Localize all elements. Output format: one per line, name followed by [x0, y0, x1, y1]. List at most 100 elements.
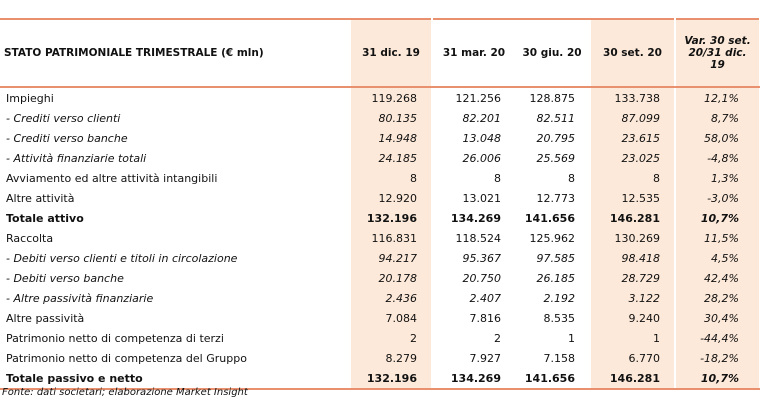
- cell: 28.729: [589, 268, 676, 288]
- cell: 7.816: [469, 311, 502, 325]
- row-label: Avviamento ed altre attività intangibili: [6, 171, 218, 185]
- cell: 8.279: [349, 348, 433, 368]
- table-row: Raccolta 116.831 118.524 125.962 130.269 11,5…: [0, 228, 760, 248]
- cell: 58,0%: [674, 128, 760, 148]
- cell: 8: [589, 168, 676, 188]
- cell: 132.196: [349, 368, 433, 390]
- cell: 134.269: [432, 368, 515, 390]
- cell: 24.185: [349, 148, 433, 168]
- cell: 8.535: [543, 311, 576, 325]
- header-cell: 30 giu. 20: [515, 18, 590, 88]
- cell: 1: [589, 328, 676, 348]
- row-label: Patrimonio netto di competenza di terzi: [6, 331, 224, 345]
- table-row: - Debiti verso banche 20.178 20.750 26.185 2…: [0, 268, 760, 288]
- cell: 23.025: [589, 148, 676, 168]
- cell: 2.407: [469, 291, 502, 305]
- cell: 2.436: [349, 288, 433, 308]
- row-label: - Altre passività finanziarie: [6, 291, 154, 305]
- row-label: - Crediti verso clienti: [6, 111, 121, 125]
- cell: 2: [349, 328, 433, 348]
- cell: 128.875: [529, 91, 576, 105]
- row-label: Raccolta: [6, 231, 54, 245]
- cell: 3.122: [589, 288, 676, 308]
- table-row: - Altre passività finanziarie 2.436 2.407 2…: [0, 288, 760, 308]
- table-row: Totale attivo 132.196 134.269 141.656 146.28…: [0, 208, 760, 228]
- cell: 8,7%: [674, 108, 760, 128]
- cell: 146.281: [589, 208, 676, 228]
- row-label: Totale attivo: [6, 211, 84, 225]
- cell: 7.927: [469, 351, 502, 365]
- cell: 82.201: [462, 111, 502, 125]
- cell: 11,5%: [674, 228, 760, 248]
- cell: -44,4%: [674, 328, 760, 348]
- cell: 130.269: [589, 228, 676, 248]
- cell: 134.269: [450, 211, 501, 225]
- cell: 13.021: [462, 191, 502, 205]
- cell: 8: [494, 171, 501, 185]
- cell: 20.178: [349, 268, 433, 288]
- row-label: Patrimonio netto di competenza del Grupp…: [6, 351, 247, 365]
- cell: 23.615: [589, 128, 676, 148]
- table-row: Avviamento ed altre attività intangibili…: [0, 168, 760, 188]
- cell: 26.006: [462, 151, 502, 165]
- row-label: Totale passivo e netto: [0, 368, 350, 390]
- cell: 8: [349, 168, 433, 188]
- cell: 97.585: [536, 251, 576, 265]
- cell: 6.770: [589, 348, 676, 368]
- table-row: Patrimonio netto di competenza di terzi 2…: [0, 328, 760, 348]
- cell: 14.948: [349, 128, 433, 148]
- cell: 12.773: [536, 191, 576, 205]
- cell: 13.048: [462, 131, 502, 145]
- cell: 82.511: [536, 111, 576, 125]
- row-label: - Debiti verso banche: [6, 271, 124, 285]
- cell: 9.240: [589, 308, 676, 328]
- cell: 1,3%: [674, 168, 760, 188]
- row-label: Impieghi: [6, 91, 54, 105]
- cell: 7.158: [543, 351, 576, 365]
- cell: -3,0%: [674, 188, 760, 208]
- table-row: Altre attività 12.920 13.021 12.773 12.535 -3…: [0, 188, 760, 208]
- cell: 30,4%: [674, 308, 760, 328]
- cell: 42,4%: [674, 268, 760, 288]
- header-cell: 31 dic. 19: [349, 18, 433, 88]
- cell: 2: [494, 331, 501, 345]
- table-row: - Attività finanziarie totali 24.185 26.00…: [0, 148, 760, 168]
- header-row: STATO PATRIMONIALE TRIMESTRALE (€ mln) 31…: [0, 18, 760, 88]
- table-row: Altre passività 7.084 7.816 8.535 9.240 30,4%: [0, 308, 760, 328]
- cell: 80.135: [349, 108, 433, 128]
- cell: 1: [568, 331, 575, 345]
- cell: 26.185: [536, 271, 576, 285]
- cell: 20.795: [536, 131, 576, 145]
- table-row: Patrimonio netto di competenza del Grupp…: [0, 348, 760, 368]
- cell: 95.367: [462, 251, 502, 265]
- cell: -4,8%: [674, 148, 760, 168]
- cell: -18,2%: [674, 348, 760, 368]
- cell: 12.535: [589, 188, 676, 208]
- cell: 121.256: [455, 91, 502, 105]
- row-label: - Debiti verso clienti e titoli in circo…: [6, 251, 238, 265]
- table-row: Totale passivo e netto 132.196 134.269 141.…: [0, 368, 760, 390]
- cell: 146.281: [589, 368, 676, 390]
- cell: 10,7%: [674, 368, 760, 390]
- table-row: - Crediti verso clienti 80.135 82.201 82.51…: [0, 108, 760, 128]
- header-cell: 31 mar. 20: [432, 18, 515, 88]
- cell: 7.084: [349, 308, 433, 328]
- row-label: - Attività finanziarie totali: [6, 151, 147, 165]
- cell: 132.196: [349, 208, 433, 228]
- row-label: - Crediti verso banche: [6, 131, 128, 145]
- cell: 133.738: [589, 87, 676, 108]
- table-row: Impieghi 119.268 121.256 128.875 133.738 12,1…: [0, 87, 760, 108]
- header-cell: STATO PATRIMONIALE TRIMESTRALE (€ mln): [0, 18, 350, 88]
- balance-table: STATO PATRIMONIALE TRIMESTRALE (€ mln) 31…: [0, 18, 760, 390]
- cell: 12.920: [349, 188, 433, 208]
- cell: 10,7%: [674, 208, 760, 228]
- header-cell: 30 set. 20: [589, 18, 676, 88]
- table-row: - Crediti verso banche 14.948 13.048 20.795…: [0, 128, 760, 148]
- cell: 98.418: [589, 248, 676, 268]
- cell: 116.831: [349, 228, 433, 248]
- cell: 141.656: [515, 368, 590, 390]
- header-cell: Var. 30 set. 20/31 dic. 19: [674, 18, 760, 88]
- cell: 4,5%: [674, 248, 760, 268]
- cell: 12,1%: [674, 87, 760, 108]
